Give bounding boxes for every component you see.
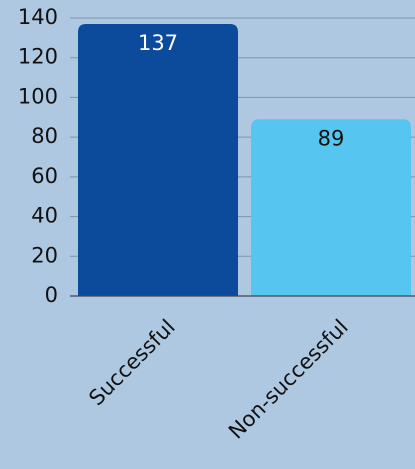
y-tick-label: 0 — [45, 283, 58, 307]
y-tick-label: 20 — [31, 243, 58, 267]
y-tick-label: 40 — [31, 204, 58, 228]
bar — [78, 23, 238, 296]
y-tick-label: 80 — [31, 124, 58, 148]
y-tick-label: 140 — [18, 5, 58, 29]
bar — [251, 119, 411, 297]
x-tick-label: Successful — [84, 315, 180, 411]
y-tick-label: 60 — [31, 164, 58, 188]
value-label: 137 — [138, 31, 178, 55]
x-tick-label: Non-successful — [224, 315, 353, 444]
value-label: 89 — [318, 126, 345, 150]
y-tick-label: 100 — [18, 84, 58, 108]
y-tick-label: 120 — [18, 45, 58, 69]
